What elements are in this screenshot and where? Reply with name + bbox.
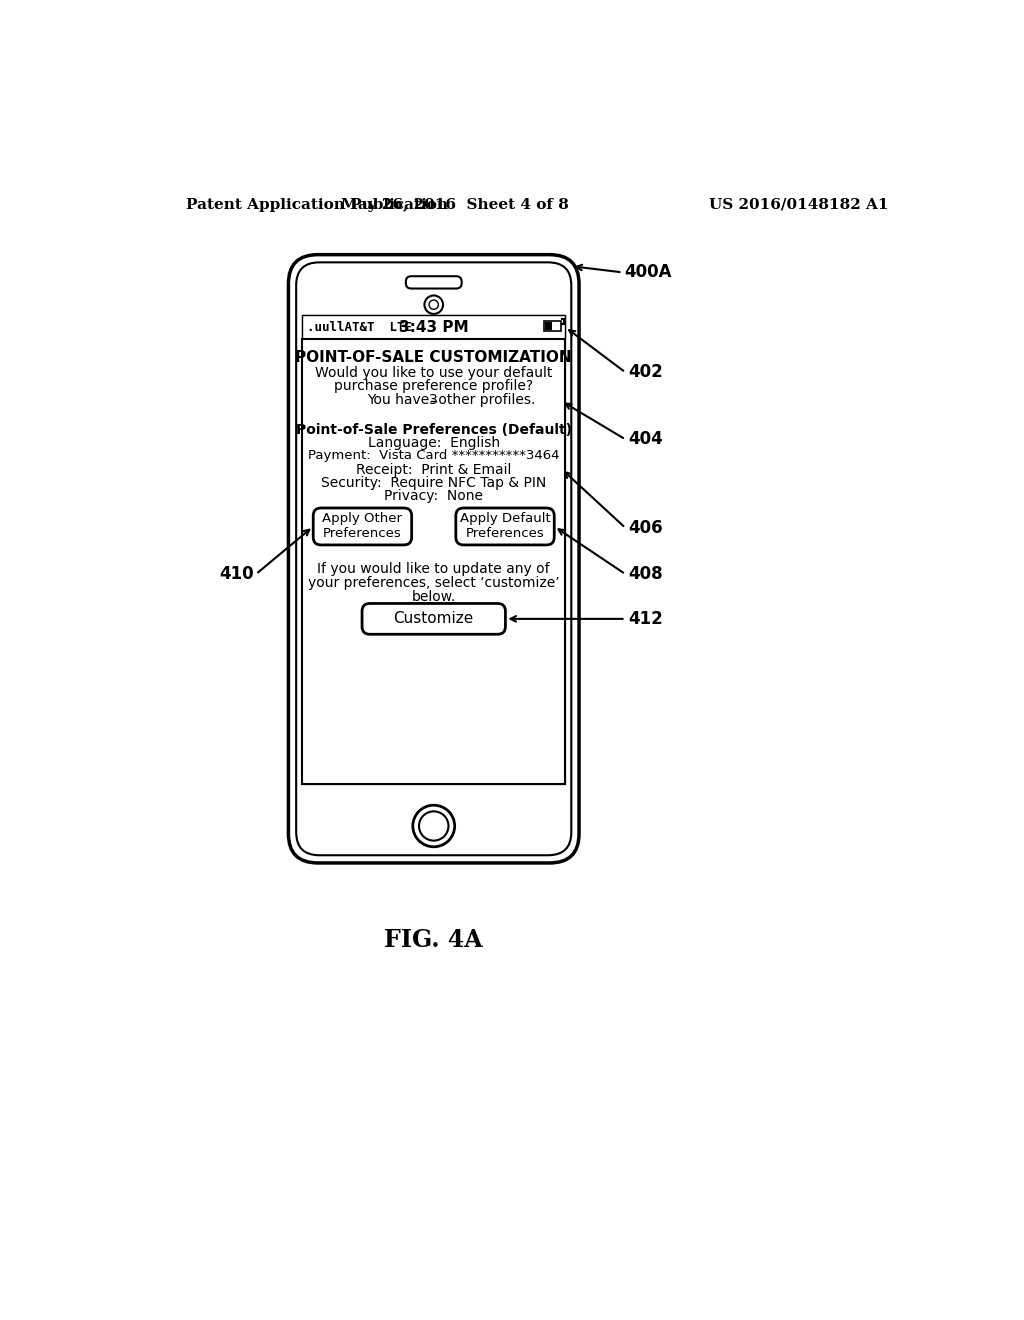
Text: 402: 402 [628,363,663,381]
Text: Language:  English: Language: English [368,437,500,450]
Text: May 26, 2016  Sheet 4 of 8: May 26, 2016 Sheet 4 of 8 [341,198,569,211]
Text: Privacy:  None: Privacy: None [384,488,483,503]
Text: 412: 412 [628,610,663,628]
Text: below.: below. [412,590,456,603]
Text: Apply Default
Preferences: Apply Default Preferences [460,512,551,540]
FancyBboxPatch shape [545,322,552,330]
Text: 400A: 400A [624,264,672,281]
FancyBboxPatch shape [289,255,579,863]
Text: 3:43 PM: 3:43 PM [399,319,469,334]
Text: purchase preference profile?: purchase preference profile? [334,379,534,393]
FancyBboxPatch shape [313,508,412,545]
Text: Receipt:  Print & Email: Receipt: Print & Email [356,462,511,477]
FancyBboxPatch shape [362,603,506,635]
Text: Point-of-Sale Preferences (Default): Point-of-Sale Preferences (Default) [296,422,571,437]
Text: 410: 410 [219,565,254,583]
FancyBboxPatch shape [302,314,565,339]
Text: other profiles.: other profiles. [434,393,536,408]
Text: Security:  Require NFC Tap & PIN: Security: Require NFC Tap & PIN [322,475,547,490]
Text: your preferences, select ‘customize’: your preferences, select ‘customize’ [308,576,559,590]
Text: .uullAT&T  LTE: .uullAT&T LTE [307,321,412,334]
FancyBboxPatch shape [302,339,565,784]
Text: Customize: Customize [393,611,474,627]
Text: 404: 404 [628,430,663,449]
FancyBboxPatch shape [456,508,554,545]
Text: Apply Other
Preferences: Apply Other Preferences [323,512,402,540]
FancyBboxPatch shape [296,263,571,855]
Text: US 2016/0148182 A1: US 2016/0148182 A1 [710,198,889,211]
Text: FIG. 4A: FIG. 4A [384,928,483,952]
Text: POINT-OF-SALE CUSTOMIZATION: POINT-OF-SALE CUSTOMIZATION [296,350,572,366]
FancyBboxPatch shape [544,321,561,331]
Text: 3: 3 [429,393,438,408]
Text: You have: You have [368,393,434,408]
Text: Patent Application Publication: Patent Application Publication [186,198,449,211]
Text: Would you like to use your default: Would you like to use your default [315,366,552,380]
Text: Payment:  Vista Card ***********3464: Payment: Vista Card ***********3464 [308,449,559,462]
FancyBboxPatch shape [302,314,565,784]
Text: 408: 408 [628,565,663,583]
Text: 406: 406 [628,519,663,537]
Text: If you would like to update any of: If you would like to update any of [317,562,550,576]
FancyBboxPatch shape [406,276,462,289]
